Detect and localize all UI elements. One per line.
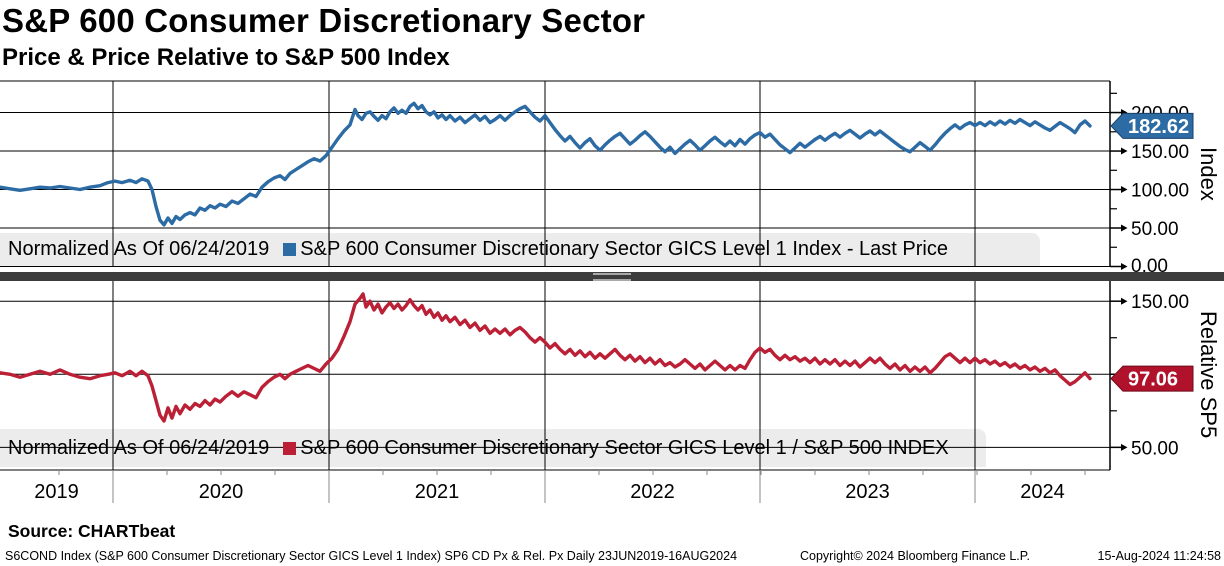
x-axis-year-label: 2023 <box>845 481 890 503</box>
y-tick-label: 150.00 <box>1131 292 1189 313</box>
y-tick-arrow-icon <box>1121 224 1128 232</box>
normalized-note: Normalized As Of 06/24/2019 <box>8 436 270 459</box>
y-tick-arrow-icon <box>1121 186 1128 194</box>
page-title: S&P 600 Consumer Discretionary Sector <box>2 2 646 39</box>
splitter-drag-handle-icon[interactable] <box>593 273 631 281</box>
y-tick-arrow-icon <box>1121 263 1128 270</box>
price-series-label: S&P 600 Consumer Discretionary Sector GI… <box>300 238 948 260</box>
panel-splitter <box>0 272 1224 281</box>
y-tick-label: 0.00 <box>1131 256 1168 277</box>
relative-legend-background <box>0 429 986 467</box>
price-series-marker-icon <box>283 243 297 256</box>
relative-series-marker-icon <box>283 441 297 455</box>
relative-last-price-value: 97.06 <box>1128 369 1178 391</box>
page-subtitle: Price & Price Relative to S&P 500 Index <box>2 44 450 71</box>
y-tick-arrow-icon <box>1121 147 1128 155</box>
y-tick-label: 150.00 <box>1131 142 1189 163</box>
price-axis-title: Index <box>1196 147 1221 201</box>
y-tick-label: 50.00 <box>1131 438 1179 459</box>
y-tick-arrow-icon <box>1121 297 1128 305</box>
x-axis-year-label: 2024 <box>1020 481 1065 503</box>
relative-series-label: S&P 600 Consumer Discretionary Sector GI… <box>300 436 949 459</box>
timestamp-text: 15-Aug-2024 11:24:58 <box>1097 549 1221 563</box>
series-line-relative <box>0 292 1092 423</box>
price-last-price-value: 182.62 <box>1128 116 1189 138</box>
price-legend: Normalized As Of 06/24/2019 S&P 600 Cons… <box>8 233 948 266</box>
series-line-price <box>0 101 1092 227</box>
price-legend-background <box>0 233 1040 266</box>
x-axis-year-label: 2019 <box>34 481 79 503</box>
x-axis-year-label: 2020 <box>199 481 244 503</box>
disclaimer-text: S6COND Index (S&P 600 Consumer Discretio… <box>5 549 738 563</box>
y-tick-arrow-icon <box>1121 443 1128 451</box>
y-tick-label: 50.00 <box>1131 219 1179 240</box>
relative-last-price-badge <box>1110 365 1194 392</box>
copyright-text: Copyright© 2024 Bloomberg Finance L.P. <box>800 549 1030 563</box>
x-axis-year-label: 2021 <box>415 481 460 503</box>
relative-legend: Normalized As Of 06/24/2019 S&P 600 Cons… <box>8 429 949 467</box>
relative-axis-title: Relative SP5 <box>1196 311 1221 439</box>
y-tick-label: 100.00 <box>1131 181 1189 202</box>
source-label: Source: CHARTbeat <box>8 521 176 541</box>
normalized-note: Normalized As Of 06/24/2019 <box>8 238 270 260</box>
x-axis-year-label: 2022 <box>630 481 675 503</box>
price-last-price-badge <box>1110 112 1194 139</box>
